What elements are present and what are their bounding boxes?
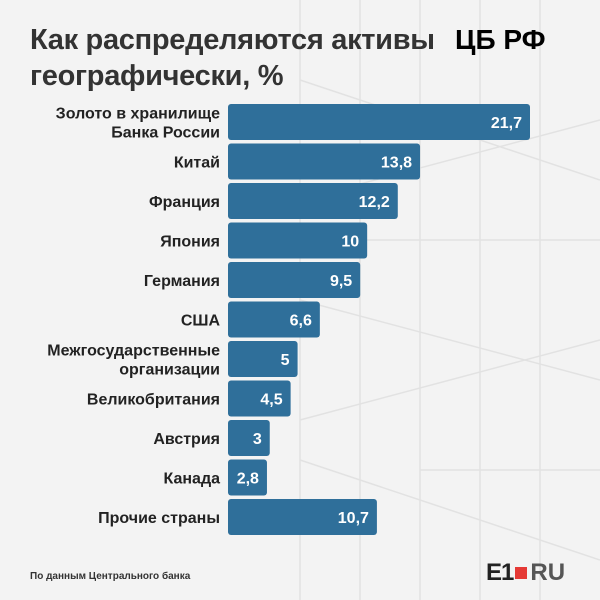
bar-8: [228, 420, 270, 456]
value-label-2: 12,2: [359, 194, 390, 211]
logo-ru-text: RU: [530, 559, 566, 586]
value-label-3: 10: [341, 234, 359, 251]
bar-4: [228, 262, 361, 298]
category-label-line: Китай: [174, 155, 220, 172]
category-label-line: Австрия: [153, 431, 220, 448]
chart-title: Как распределяются активы географически,…: [30, 24, 435, 92]
bar-1: [228, 143, 421, 180]
value-label-6: 5: [281, 352, 290, 369]
category-label-line: Германия: [144, 273, 220, 290]
value-label-0: 21,7: [491, 115, 522, 132]
category-label-line: Прочие страны: [98, 510, 220, 527]
category-label-10: Прочие страны: [98, 510, 220, 527]
bar-0: [228, 104, 530, 140]
category-label-3: Япония: [160, 234, 220, 251]
source-note: По данным Центрального банка: [30, 571, 191, 582]
value-label-4: 9,5: [330, 273, 352, 290]
category-label-7: Великобритания: [87, 392, 220, 409]
value-label-5: 6,6: [290, 313, 312, 330]
category-label-1: Китай: [174, 155, 220, 172]
category-label-line: США: [181, 313, 221, 330]
e1-logo: E1 RU: [486, 559, 566, 586]
bar-5: [228, 301, 320, 338]
category-label-6: Межгосударственные организации: [47, 343, 220, 379]
bar-10: [228, 499, 377, 535]
value-label-10: 10,7: [338, 510, 369, 527]
category-label-line: Банка России: [111, 125, 220, 142]
category-label-line: Золото в хранилище: [56, 106, 220, 123]
value-label-8: 3: [253, 431, 262, 448]
bar-7: [228, 380, 291, 417]
category-label-line: Межгосударственные: [47, 343, 220, 360]
value-label-1: 13,8: [381, 155, 412, 172]
category-label-2: Франция: [149, 194, 220, 211]
bar-3: [228, 222, 368, 259]
category-label-0: Золото в хранилище Банка России: [56, 106, 220, 142]
category-label-4: Германия: [144, 273, 220, 290]
category-label-line: Канада: [164, 471, 221, 488]
category-label-5: США: [181, 313, 221, 330]
value-label-7: 4,5: [260, 392, 282, 409]
bar-2: [228, 183, 398, 219]
title-tag: ЦБ РФ: [455, 24, 546, 55]
category-label-9: Канада: [164, 471, 221, 488]
bar-9: [228, 459, 267, 496]
category-label-8: Австрия: [153, 431, 220, 448]
category-label-line: Великобритания: [87, 392, 220, 409]
bar-chart: 21,7 Золото в хранилище Банка России 13,8 Ки…: [47, 104, 530, 535]
logo-e1-text: E1: [486, 559, 514, 586]
category-label-line: Япония: [160, 234, 220, 251]
bar-6: [228, 341, 298, 377]
value-label-9: 2,8: [237, 471, 259, 488]
category-label-line: организации: [119, 362, 220, 379]
logo-square-icon: [515, 567, 528, 579]
category-label-line: Франция: [149, 194, 220, 211]
